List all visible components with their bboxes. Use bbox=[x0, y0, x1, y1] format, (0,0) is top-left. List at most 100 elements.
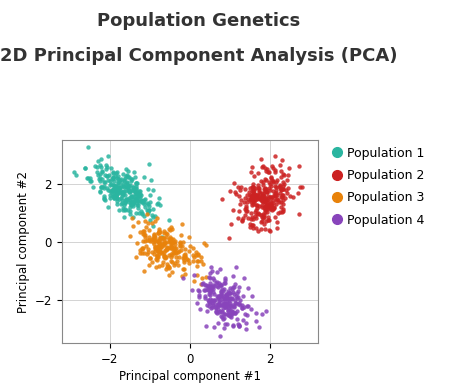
Point bbox=[137, 229, 144, 236]
Point bbox=[155, 195, 163, 201]
Point bbox=[167, 250, 175, 257]
Point bbox=[211, 297, 219, 303]
Point bbox=[232, 310, 239, 316]
Point bbox=[226, 302, 234, 308]
Point bbox=[273, 187, 280, 193]
Point bbox=[210, 286, 217, 292]
Point bbox=[218, 286, 225, 292]
Point bbox=[180, 266, 188, 272]
Point bbox=[227, 303, 234, 310]
Point bbox=[211, 301, 219, 307]
Point bbox=[160, 235, 167, 241]
Point bbox=[126, 197, 134, 203]
Point bbox=[214, 305, 222, 312]
Point bbox=[172, 249, 180, 255]
Point bbox=[249, 184, 257, 190]
Point bbox=[279, 186, 287, 192]
Point bbox=[142, 243, 150, 249]
Point bbox=[155, 243, 162, 250]
Point bbox=[260, 205, 268, 211]
Point bbox=[205, 284, 213, 290]
Point bbox=[218, 292, 226, 298]
Point bbox=[258, 204, 266, 210]
Point bbox=[99, 176, 106, 182]
Point bbox=[134, 189, 141, 195]
Point bbox=[260, 212, 268, 218]
Point bbox=[232, 300, 239, 307]
Point bbox=[146, 255, 154, 261]
Point bbox=[270, 192, 278, 198]
Point bbox=[277, 186, 285, 192]
Point bbox=[126, 188, 133, 194]
Point bbox=[139, 199, 147, 205]
Point bbox=[99, 169, 106, 175]
Point bbox=[97, 184, 105, 190]
Point bbox=[180, 257, 188, 263]
Point bbox=[95, 176, 103, 182]
Point bbox=[137, 208, 145, 214]
Point bbox=[260, 213, 268, 220]
Point bbox=[123, 196, 130, 202]
Point bbox=[217, 287, 224, 294]
Point bbox=[220, 301, 228, 307]
Point bbox=[273, 219, 281, 225]
Point bbox=[155, 248, 162, 254]
Legend: Population 1, Population 2, Population 3, Population 4: Population 1, Population 2, Population 3… bbox=[334, 147, 424, 227]
Point bbox=[103, 173, 110, 179]
Point bbox=[129, 184, 137, 190]
Point bbox=[132, 186, 139, 192]
Point bbox=[235, 321, 242, 328]
Point bbox=[268, 177, 275, 183]
Point bbox=[230, 284, 238, 290]
Point bbox=[135, 193, 143, 200]
Point bbox=[149, 223, 157, 229]
Point bbox=[261, 199, 269, 205]
Point bbox=[223, 303, 231, 309]
Point bbox=[150, 241, 157, 248]
Point bbox=[178, 247, 185, 253]
Point bbox=[203, 286, 210, 292]
Point bbox=[129, 194, 137, 200]
Point bbox=[216, 333, 224, 339]
Point bbox=[279, 183, 287, 190]
Point bbox=[240, 199, 248, 206]
Point bbox=[226, 306, 233, 312]
Point bbox=[243, 303, 251, 309]
Point bbox=[253, 202, 261, 208]
Point bbox=[123, 180, 130, 186]
Point bbox=[241, 212, 249, 218]
Point bbox=[243, 320, 250, 326]
Point bbox=[144, 220, 151, 226]
Point bbox=[72, 172, 80, 178]
Point bbox=[162, 234, 170, 240]
Point bbox=[105, 172, 112, 178]
Point bbox=[158, 249, 165, 255]
Point bbox=[111, 183, 119, 189]
Point bbox=[249, 187, 256, 193]
Point bbox=[155, 263, 163, 269]
Point bbox=[219, 298, 227, 304]
Point bbox=[111, 191, 119, 198]
Point bbox=[167, 236, 174, 242]
Point bbox=[128, 194, 135, 200]
Point bbox=[108, 188, 116, 195]
Point bbox=[154, 230, 162, 236]
Point bbox=[197, 306, 204, 312]
Point bbox=[179, 266, 187, 273]
Point bbox=[183, 255, 191, 262]
Point bbox=[171, 250, 178, 256]
Point bbox=[257, 194, 265, 200]
Point bbox=[263, 186, 270, 192]
Point bbox=[109, 188, 117, 194]
Point bbox=[156, 202, 164, 209]
Point bbox=[146, 191, 154, 198]
Point bbox=[267, 175, 275, 181]
Point bbox=[217, 289, 224, 295]
Point bbox=[221, 311, 228, 317]
Point bbox=[161, 254, 168, 261]
Point bbox=[124, 183, 131, 189]
Point bbox=[148, 236, 155, 243]
Point bbox=[261, 165, 268, 171]
Point bbox=[212, 309, 219, 316]
Point bbox=[206, 287, 213, 294]
